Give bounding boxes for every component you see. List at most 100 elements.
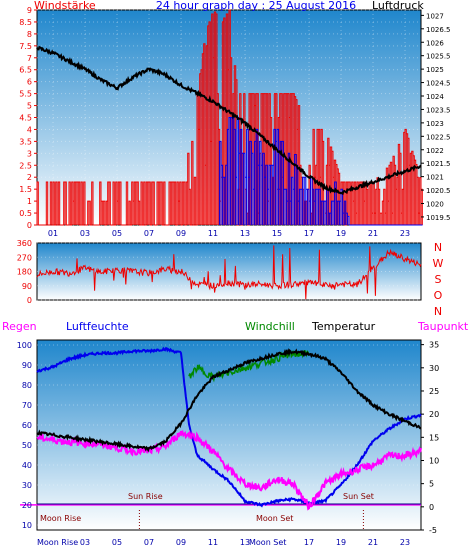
- direction-right-label: S: [435, 273, 442, 286]
- windstaerke-label: Windstärke: [34, 0, 96, 12]
- direction-left-tick-label: 0: [27, 296, 32, 305]
- annotation-sun-rise: Sun Rise: [128, 492, 163, 501]
- temperatur-label: Temperatur: [311, 320, 376, 333]
- temp-x-tick-label: 13: [240, 538, 250, 547]
- wind-left-tick-label: 1: [27, 197, 32, 206]
- pressure-series: [36, 45, 422, 196]
- pressure-right-tick-label: 1022.5: [426, 133, 451, 141]
- wind-x-tick-label: 05: [112, 229, 122, 238]
- pressure-right-tick-label: 1020.5: [426, 187, 451, 195]
- wind-series: [218, 117, 423, 226]
- temp-right-tick-label: -5: [429, 526, 437, 535]
- temp-right-tick-label: 25: [429, 387, 439, 396]
- temp-x-tick-label: 07: [144, 538, 154, 547]
- humidity-series: [36, 346, 422, 508]
- pressure-right-tick-label: 1023.5: [426, 106, 451, 114]
- temp-x-tick-label: 19: [336, 538, 346, 547]
- temp-x-tick-label: 21: [368, 538, 378, 547]
- dewpoint-series: [36, 429, 422, 511]
- temp-x-tick-label: 09: [176, 538, 186, 547]
- direction-left-tick-label: 180: [17, 268, 32, 277]
- pressure-line: [36, 45, 422, 196]
- wind-left-tick-label: 4: [27, 125, 32, 134]
- annotation-moon-set: Moon Set: [256, 514, 293, 523]
- wind-x-tick-label: 19: [336, 229, 346, 238]
- pressure-right-tick-label: 1020: [426, 201, 444, 209]
- humidity-left-tick-label: 80: [22, 381, 32, 390]
- axis-moon-set: Moon Set: [249, 538, 286, 547]
- humidity-left-tick-label: 20: [22, 501, 32, 510]
- temp-right-tick-label: 5: [429, 480, 434, 489]
- luftdruck-label: Luftdruck: [372, 0, 424, 12]
- wind-x-tick-label: 09: [176, 229, 186, 238]
- pressure-right-tick-label: 1023: [426, 120, 444, 128]
- temp-x-tick-label: 11: [208, 538, 218, 547]
- direction-right-label: N: [434, 241, 442, 254]
- windchill-label: Windchill: [245, 320, 295, 333]
- wind-left-tick-label: 9: [27, 6, 32, 15]
- wind-left-tick-label: 6: [27, 78, 32, 87]
- humidity-left-tick-label: 30: [22, 481, 32, 490]
- wind-x-tick-label: 17: [304, 229, 314, 238]
- temp-right-tick-label: 10: [429, 456, 439, 465]
- chart-title: 24 hour graph day : 25 August 2016: [156, 0, 356, 12]
- wind-left-tick-label: 7.5: [19, 42, 32, 51]
- wind-left-tick-label: 8: [27, 30, 32, 39]
- direction-left-tick-label: 360: [17, 239, 32, 248]
- direction-left-tick-label: 270: [17, 253, 32, 262]
- direction-right-label: W: [433, 257, 444, 270]
- annotation-moon-rise: Moon Rise: [40, 514, 81, 523]
- temp-right-tick-label: 15: [429, 433, 439, 442]
- pressure-right-tick-label: 1026.5: [426, 26, 451, 34]
- pressure-right-tick-label: 1024.5: [426, 80, 451, 88]
- temperature-series: [36, 348, 421, 453]
- pressure-right-tick-label: 1019.5: [426, 214, 451, 222]
- wind-x-tick-label: 13: [240, 229, 250, 238]
- direction-left-tick-label: 90: [22, 282, 32, 291]
- wind-x-tick-label: 23: [400, 229, 410, 238]
- wind-x-tick-label: 11: [208, 229, 218, 238]
- wind-x-tick-label: 21: [368, 229, 378, 238]
- wind-left-tick-label: 2: [27, 173, 32, 182]
- wind-left-tick-label: 5: [27, 102, 32, 111]
- wind-left-tick-label: 0: [27, 221, 32, 230]
- wind-left-tick-label: 5.5: [19, 90, 32, 99]
- wind-left-tick-label: 2.5: [19, 161, 32, 170]
- pressure-right-tick-label: 1021.5: [426, 160, 451, 168]
- luftfeuchte-label: Luftfeuchte: [66, 320, 129, 333]
- pressure-right-tick-label: 1022: [426, 147, 444, 155]
- wind-left-tick-label: 1.5: [19, 185, 32, 194]
- humidity-left-tick-label: 10: [22, 521, 32, 530]
- direction-right-label: O: [434, 289, 443, 302]
- pressure-right-tick-label: 1026: [426, 39, 444, 47]
- axis-moon-rise: Moon Rise: [37, 538, 78, 547]
- humidity-left-tick-label: 60: [22, 421, 32, 430]
- humidity-left-tick-label: 90: [22, 361, 32, 370]
- pressure-right-tick-label: 1021: [426, 174, 444, 182]
- temp-x-tick-label: 23: [400, 538, 410, 547]
- wind-left-tick-label: 8.5: [19, 18, 32, 27]
- wind-x-tick-label: 03: [80, 229, 90, 238]
- direction-line: [36, 245, 422, 300]
- wind-bars: [36, 9, 423, 226]
- temp-right-tick-label: 35: [429, 341, 439, 350]
- taupunkt-label: Taupunkt: [417, 320, 469, 333]
- temp-lines: [20, 346, 422, 530]
- pressure-right-tick-label: 1025.5: [426, 53, 451, 61]
- pressure-right-tick-label: 1024: [426, 93, 444, 101]
- direction-right-label: N: [434, 305, 442, 318]
- temp-x-tick-label: 17: [304, 538, 314, 547]
- regen-label: Regen: [2, 320, 37, 333]
- temp-x-tick-label: 05: [112, 538, 122, 547]
- humidity-left-tick-label: 50: [22, 441, 32, 450]
- humidity-left-tick-label: 70: [22, 401, 32, 410]
- wind-left-tick-label: 7: [27, 54, 32, 63]
- temp-x-tick-label: 03: [80, 538, 90, 547]
- wind-left-tick-label: 4.5: [19, 114, 32, 123]
- wind-left-tick-label: 3: [27, 149, 32, 158]
- pressure-right-tick-label: 1027: [426, 12, 444, 20]
- temp-right-tick-label: 20: [429, 410, 439, 419]
